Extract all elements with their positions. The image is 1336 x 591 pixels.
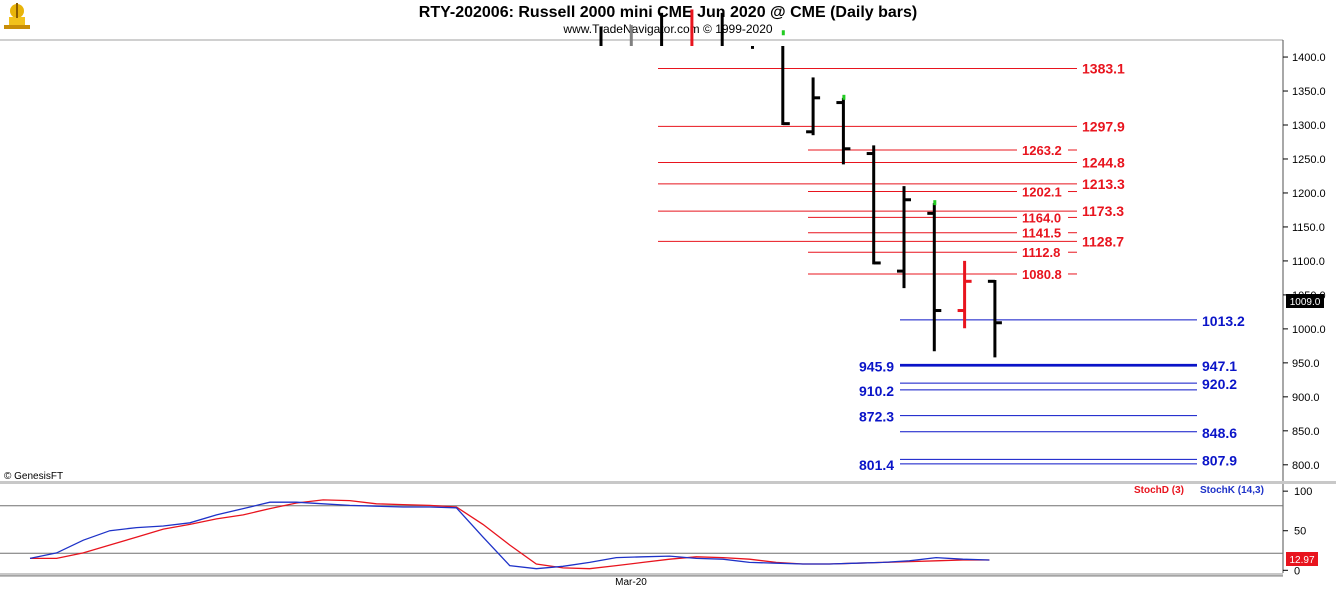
- stoch-d-line: [30, 499, 990, 570]
- price-tick-label: 900.0: [1292, 392, 1320, 404]
- date-axis-bar: [0, 573, 1283, 576]
- resistance-level-label: 1141.5: [1022, 226, 1061, 241]
- resistance-level-label: 1112.8: [1022, 245, 1060, 260]
- price-tick-label: 1250.0: [1292, 154, 1326, 166]
- price-bars: [599, 9, 1002, 358]
- resistance-level-label: 1263.2: [1022, 143, 1062, 158]
- support-level-label: 1013.2: [1202, 313, 1245, 329]
- resistance-level-label: 1202.1: [1022, 185, 1062, 200]
- support-level-label: 945.9: [859, 359, 894, 375]
- support-level-label: 872.3: [859, 409, 894, 425]
- resistance-level-label: 1244.8: [1082, 155, 1125, 171]
- resistance-level-label: 1173.3: [1082, 203, 1124, 219]
- price-tick-label: 1100.0: [1292, 256, 1325, 268]
- price-tick-label: 1400.0: [1292, 52, 1326, 64]
- resistance-level-label: 1080.8: [1022, 267, 1062, 282]
- price-tick-label: 1200.0: [1292, 188, 1326, 200]
- up-marker-icon: [842, 94, 846, 100]
- price-tick-label: 1300.0: [1292, 120, 1326, 132]
- price-axis: 800.0850.0900.0950.01000.01050.01100.011…: [1283, 52, 1326, 472]
- resistance-level-label: 1297.9: [1082, 118, 1125, 134]
- support-resistance-levels: 1383.1 1297.9 1263.2 1244.8 1213.3 1202.1 1173…: [658, 61, 1245, 473]
- price-tick-label: 1150.0: [1292, 222, 1325, 234]
- genesis-logo-icon: [4, 3, 30, 29]
- stochastic-lines: [29, 499, 990, 570]
- last-price-text: 1009.0: [1290, 297, 1321, 308]
- support-level-label: 848.6: [1202, 425, 1237, 441]
- price-tick-label: 1000.0: [1292, 324, 1326, 336]
- copyright-text: © GenesisFT: [4, 471, 63, 482]
- date-axis-label: Mar-20: [615, 577, 647, 588]
- price-tick-label: 1350.0: [1292, 86, 1326, 98]
- support-level-label: 920.2: [1202, 376, 1237, 392]
- last-stoch-text: 12.97: [1289, 555, 1314, 566]
- chart-title: RTY-202006: Russell 2000 mini CME Jun 20…: [419, 4, 917, 21]
- resistance-level-label: 1213.3: [1082, 176, 1125, 192]
- up-marker-icon: [781, 30, 785, 36]
- support-level-label: 910.2: [859, 383, 894, 399]
- price-panel-separator: [0, 481, 1336, 484]
- last-price-badge: 1009.0: [1286, 294, 1324, 308]
- stoch-tick-label: 100: [1294, 486, 1312, 498]
- resistance-level-label: 1383.1: [1082, 61, 1125, 77]
- support-level-label: 807.9: [1202, 452, 1237, 468]
- price-tick-label: 950.0: [1292, 358, 1320, 370]
- stoch-axis: 100 50 0: [1283, 486, 1312, 577]
- price-tick-label: 800.0: [1292, 460, 1320, 472]
- stoch-k-line: [29, 501, 990, 570]
- legend-stoch-k: StochK (14,3): [1200, 485, 1264, 496]
- last-stoch-badge: 12.97: [1286, 552, 1318, 566]
- resistance-level-label: 1164.0: [1022, 210, 1061, 225]
- stoch-tick-label: 50: [1294, 526, 1306, 538]
- stoch-tick-label: 0: [1294, 565, 1300, 577]
- chart-subtitle: www.TradeNavigator.com © 1999-2020: [562, 22, 772, 36]
- legend-stoch-d: StochD (3): [1134, 485, 1184, 496]
- support-level-label: 947.1: [1202, 358, 1237, 374]
- up-marker-icon: [933, 200, 937, 206]
- price-tick-label: 850.0: [1292, 426, 1320, 438]
- resistance-level-label: 1128.7: [1082, 233, 1124, 249]
- support-level-label: 801.4: [859, 457, 894, 473]
